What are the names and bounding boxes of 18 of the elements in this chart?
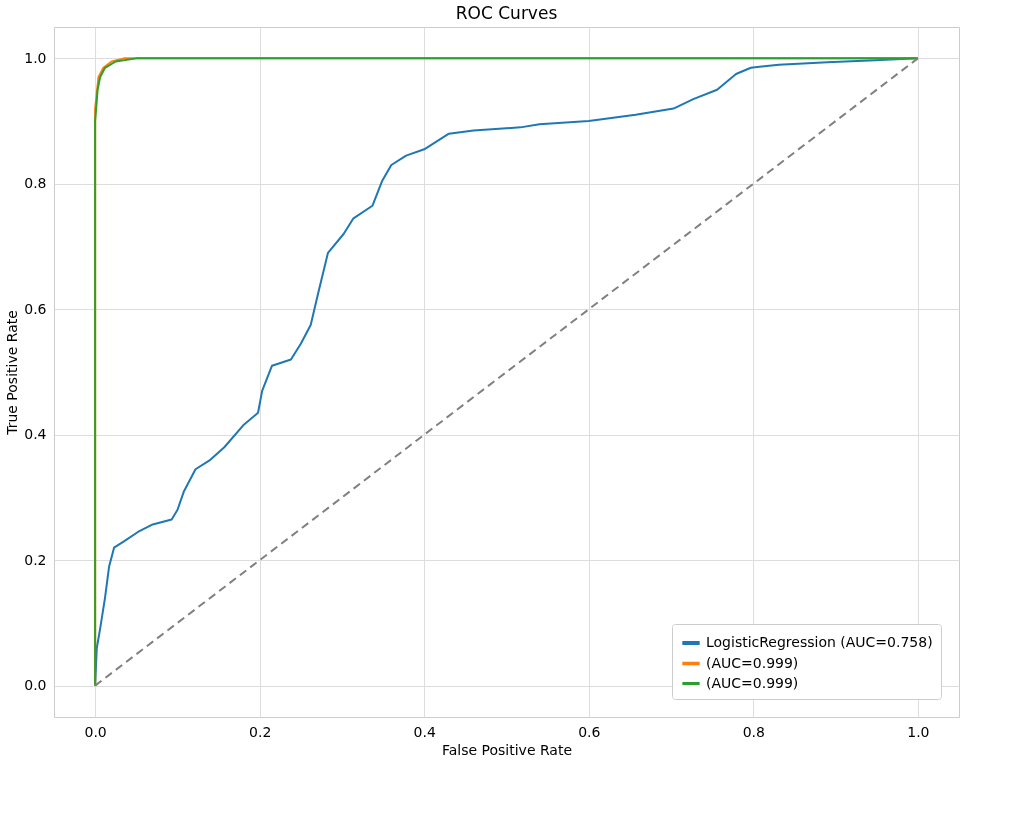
x-tick-label: 1.0	[907, 723, 930, 740]
y-tick-label: 0.6	[24, 300, 47, 317]
y-tick-label: 0.8	[24, 175, 47, 192]
y-tick-label: 0.0	[24, 677, 47, 694]
y-tick-label: 1.0	[24, 49, 47, 66]
x-tick-label: 0.6	[578, 723, 601, 740]
x-tick-label: 0.2	[249, 723, 272, 740]
chart-title: ROC Curves	[455, 3, 558, 23]
y-axis-title: True Positive Rate	[4, 310, 21, 436]
y-tick-label: 0.4	[24, 426, 47, 443]
legend-label: (AUC=0.999)	[706, 654, 799, 671]
x-tick-label: 0.4	[413, 723, 436, 740]
x-tick-label: 0.0	[84, 723, 107, 740]
legend-label: LogisticRegression (AUC=0.758)	[706, 634, 933, 650]
legend-label: (AUC=0.999)	[706, 674, 799, 691]
y-tick-label: 0.2	[24, 551, 47, 568]
x-axis-title: False Positive Rate	[441, 741, 573, 758]
x-tick-label: 0.8	[742, 723, 765, 740]
